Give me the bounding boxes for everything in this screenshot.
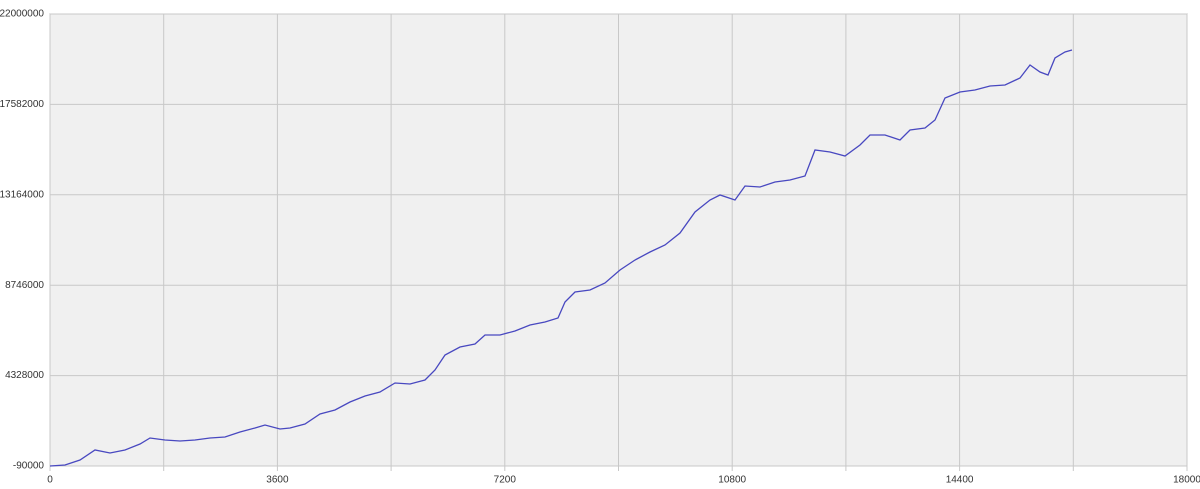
y-tick-label: 13164000 [0,189,44,200]
series-line [49,49,1073,467]
x-tick-label: 14400 [946,475,974,486]
y-tick-label: 8746000 [5,280,44,291]
y-tick-label: 22000000 [0,9,44,20]
x-tick-label: 7200 [494,475,517,486]
x-tick-label: 10800 [718,475,746,486]
x-tick-label: 18000 [1173,475,1200,486]
y-tick-label: -90000 [13,461,45,472]
y-tick-label: 4328000 [5,370,44,381]
y-tick-label: 17582000 [0,99,44,110]
x-tick-label: 3600 [266,475,289,486]
x-tick-label: 0 [47,475,53,486]
